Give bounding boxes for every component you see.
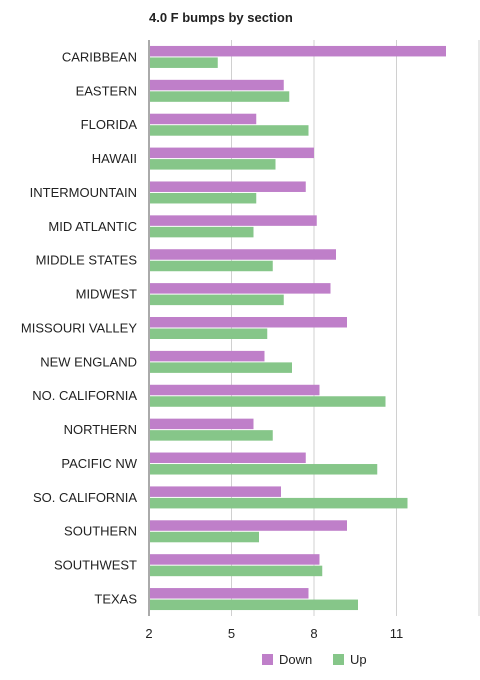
bar-up bbox=[150, 599, 358, 611]
bar-down bbox=[150, 554, 320, 565]
category-label: MID ATLANTIC bbox=[48, 219, 137, 234]
category-label: CARIBBEAN bbox=[62, 49, 137, 64]
legend-swatch-down bbox=[262, 654, 273, 665]
bar-up bbox=[150, 159, 276, 170]
bar-down bbox=[150, 520, 347, 531]
bar-up bbox=[150, 396, 386, 407]
legend-label-down: Down bbox=[279, 652, 312, 667]
bar-up bbox=[150, 565, 323, 577]
bar-up bbox=[150, 260, 273, 272]
bar-down bbox=[150, 486, 281, 497]
bar-down bbox=[150, 283, 331, 294]
category-label: MIDDLE STATES bbox=[36, 253, 138, 268]
bar-up bbox=[150, 464, 378, 475]
bar-down bbox=[150, 588, 309, 599]
grid-lines bbox=[148, 40, 480, 616]
bar-down bbox=[150, 249, 336, 260]
bar-up bbox=[150, 328, 268, 339]
bar-up bbox=[150, 531, 259, 543]
bar-up bbox=[150, 430, 273, 441]
category-label: TEXAS bbox=[94, 591, 137, 606]
bar-up bbox=[150, 362, 292, 373]
category-labels: CARIBBEAN EASTERN FLORIDA HAWAII INTERMOUNTA… bbox=[21, 49, 138, 606]
category-label: SOUTHWEST bbox=[54, 558, 137, 573]
category-label: FLORIDA bbox=[81, 117, 138, 132]
category-label: MISSOURI VALLEY bbox=[21, 320, 137, 335]
bar-down bbox=[150, 113, 257, 125]
bar-down bbox=[150, 384, 320, 396]
bar-up bbox=[150, 294, 284, 306]
bar-up bbox=[150, 226, 254, 238]
category-label: SOUTHERN bbox=[64, 524, 137, 539]
bar-up bbox=[150, 497, 408, 509]
bar-down bbox=[150, 79, 284, 91]
bars bbox=[150, 45, 446, 611]
category-label: EASTERN bbox=[76, 83, 137, 98]
bar-down bbox=[150, 147, 314, 159]
x-tick-label: 11 bbox=[390, 626, 404, 641]
category-label: MIDWEST bbox=[76, 287, 137, 302]
bar-down bbox=[150, 317, 347, 328]
legend-label-up: Up bbox=[350, 652, 367, 667]
legend: Down Up bbox=[262, 652, 367, 667]
x-tick-label: 2 bbox=[145, 626, 152, 641]
category-label: PACIFIC NW bbox=[61, 456, 137, 471]
bar-up bbox=[150, 192, 257, 204]
category-label: NEW ENGLAND bbox=[40, 354, 137, 369]
bar-down bbox=[150, 181, 306, 192]
bar-down bbox=[150, 418, 254, 430]
bar-down bbox=[150, 452, 306, 464]
bar-down bbox=[150, 45, 446, 57]
bar-down bbox=[150, 350, 265, 362]
category-label: NO. CALIFORNIA bbox=[32, 388, 137, 403]
category-label: NORTHERN bbox=[64, 422, 137, 437]
bar-up bbox=[150, 91, 290, 102]
bar-up bbox=[150, 125, 309, 136]
x-tick-label: 5 bbox=[228, 626, 235, 641]
x-tick-label: 8 bbox=[310, 626, 317, 641]
bar-up bbox=[150, 57, 218, 68]
chart-title: 4.0 F bumps by section bbox=[149, 10, 293, 25]
legend-swatch-up bbox=[333, 654, 344, 665]
category-label: HAWAII bbox=[92, 151, 137, 166]
category-label: SO. CALIFORNIA bbox=[33, 490, 137, 505]
bar-down bbox=[150, 215, 317, 226]
x-axis: 2 5 8 11 bbox=[145, 626, 403, 641]
category-label: INTERMOUNTAIN bbox=[30, 185, 137, 200]
